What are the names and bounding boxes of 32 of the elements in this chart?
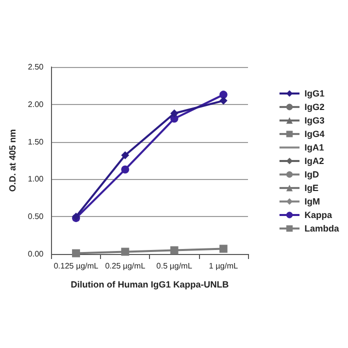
point (170, 246, 178, 254)
legend-label: IgE (304, 183, 319, 193)
x-tick-label: 0.5 µg/mL (156, 262, 193, 270)
point (219, 244, 228, 253)
y-tick-label: 0.00 (28, 250, 44, 258)
legend-label: IgG2 (304, 102, 325, 112)
point (72, 249, 80, 258)
legend-label: IgM (304, 196, 320, 206)
y-tick-label: 1.50 (28, 137, 44, 146)
legend-label: IgG1 (304, 88, 325, 98)
legend-label: IgG3 (304, 116, 325, 126)
y-tick-label: 2.50 (28, 62, 44, 72)
x-tick-label: 1 µg/mL (208, 262, 239, 270)
point (121, 165, 130, 174)
point (219, 96, 228, 105)
x-tick-label: 0.25 µg/mL (105, 262, 146, 270)
y-tick-label: 0.50 (28, 212, 44, 222)
point (121, 248, 130, 256)
y-tick-label: 2.00 (28, 100, 44, 109)
legend-label: Lambda (304, 224, 340, 234)
legend-label: IgA2 (304, 156, 324, 166)
legend-label: IgD (304, 170, 320, 180)
x-tick-label: 0.125 µg/mL (54, 262, 99, 270)
y-axis-title: O.D. at 405 nm (8, 129, 18, 192)
point (121, 151, 130, 160)
legend-label: IgA1 (304, 142, 324, 152)
legend-label: IgG4 (304, 129, 325, 139)
legend-label: Kappa (304, 210, 333, 220)
x-axis-title: Dilution of Human IgG1 Kappa-UNLB (70, 280, 230, 290)
point (219, 90, 228, 99)
y-tick-label: 1.00 (28, 174, 44, 184)
point (170, 109, 178, 118)
